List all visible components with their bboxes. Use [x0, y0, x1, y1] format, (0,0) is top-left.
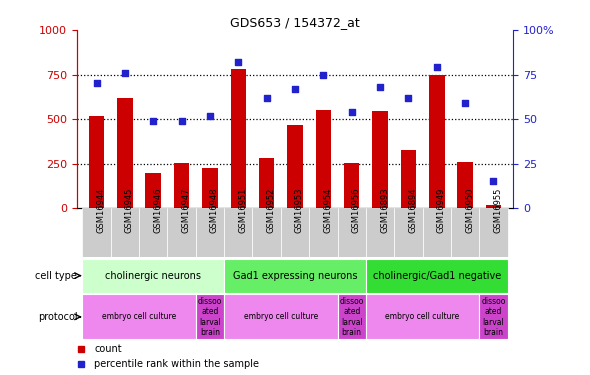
Bar [174, 163, 189, 208]
Bar [422, 208, 451, 257]
Text: embryo cell culture: embryo cell culture [102, 312, 176, 321]
Bar [366, 259, 507, 292]
Point [290, 86, 300, 92]
Bar [202, 168, 218, 208]
Text: GSM16945: GSM16945 [125, 188, 134, 233]
Bar [146, 173, 161, 208]
Text: GSM16953: GSM16953 [295, 188, 304, 233]
Text: GSM16893: GSM16893 [380, 188, 389, 233]
Text: embryo cell culture: embryo cell culture [244, 312, 318, 321]
Bar [401, 150, 416, 208]
Bar [88, 116, 104, 208]
Bar [366, 294, 479, 339]
Text: embryo cell culture: embryo cell culture [385, 312, 460, 321]
Point [234, 59, 243, 65]
Bar [457, 162, 473, 208]
Bar [451, 208, 479, 257]
Bar [117, 98, 133, 208]
Bar [196, 208, 224, 257]
Bar [479, 208, 507, 257]
Text: dissoo
ated
larval
brain: dissoo ated larval brain [198, 297, 222, 337]
Text: GSM16949: GSM16949 [437, 188, 446, 233]
Point [262, 95, 271, 101]
Bar [259, 158, 274, 208]
Text: cholinergic/Gad1 negative: cholinergic/Gad1 negative [373, 271, 501, 280]
Bar [486, 205, 502, 208]
Bar [337, 294, 366, 339]
Bar [309, 208, 337, 257]
Bar [394, 208, 422, 257]
Bar [253, 208, 281, 257]
Text: GSM16944: GSM16944 [97, 188, 106, 233]
Point [149, 118, 158, 124]
Point [205, 112, 215, 118]
Bar [287, 125, 303, 208]
Point [404, 95, 413, 101]
Text: count: count [94, 344, 122, 354]
Text: GSM16894: GSM16894 [408, 188, 417, 233]
Bar [372, 111, 388, 208]
Bar [479, 294, 507, 339]
Point [177, 118, 186, 124]
Text: cell type: cell type [35, 271, 77, 280]
Point [347, 109, 356, 115]
Point [432, 64, 441, 70]
Point [375, 84, 385, 90]
Bar [168, 208, 196, 257]
Bar [83, 208, 111, 257]
Text: GSM16955: GSM16955 [493, 188, 503, 233]
Title: GDS653 / 154372_at: GDS653 / 154372_at [230, 16, 360, 29]
Bar [316, 110, 331, 208]
Point [120, 70, 130, 76]
Text: GSM16948: GSM16948 [210, 188, 219, 233]
Text: GSM16950: GSM16950 [465, 188, 474, 233]
Bar [366, 208, 394, 257]
Text: dissoo
ated
larval
brain: dissoo ated larval brain [481, 297, 506, 337]
Point [489, 178, 498, 184]
Bar [231, 69, 246, 208]
Text: GSM16947: GSM16947 [182, 188, 191, 233]
Point [92, 81, 101, 87]
Bar [111, 208, 139, 257]
Bar [281, 208, 309, 257]
Bar [139, 208, 168, 257]
Bar [83, 294, 196, 339]
Text: GSM16952: GSM16952 [267, 188, 276, 233]
Bar [344, 163, 359, 208]
Text: GSM16956: GSM16956 [352, 188, 360, 233]
Text: protocol: protocol [38, 312, 77, 322]
Point [319, 72, 328, 78]
Bar [337, 208, 366, 257]
Bar [224, 259, 366, 292]
Bar [224, 294, 337, 339]
Text: Gad1 expressing neurons: Gad1 expressing neurons [232, 271, 358, 280]
Bar [224, 208, 253, 257]
Text: GSM16951: GSM16951 [238, 188, 247, 233]
Text: cholinergic neurons: cholinergic neurons [105, 271, 201, 280]
Bar [196, 294, 224, 339]
Point [460, 100, 470, 106]
Bar [429, 75, 444, 208]
Text: percentile rank within the sample: percentile rank within the sample [94, 359, 259, 369]
Text: dissoo
ated
larval
brain: dissoo ated larval brain [339, 297, 364, 337]
Text: GSM16954: GSM16954 [323, 188, 332, 233]
Bar [83, 259, 224, 292]
Text: GSM16946: GSM16946 [153, 188, 162, 233]
